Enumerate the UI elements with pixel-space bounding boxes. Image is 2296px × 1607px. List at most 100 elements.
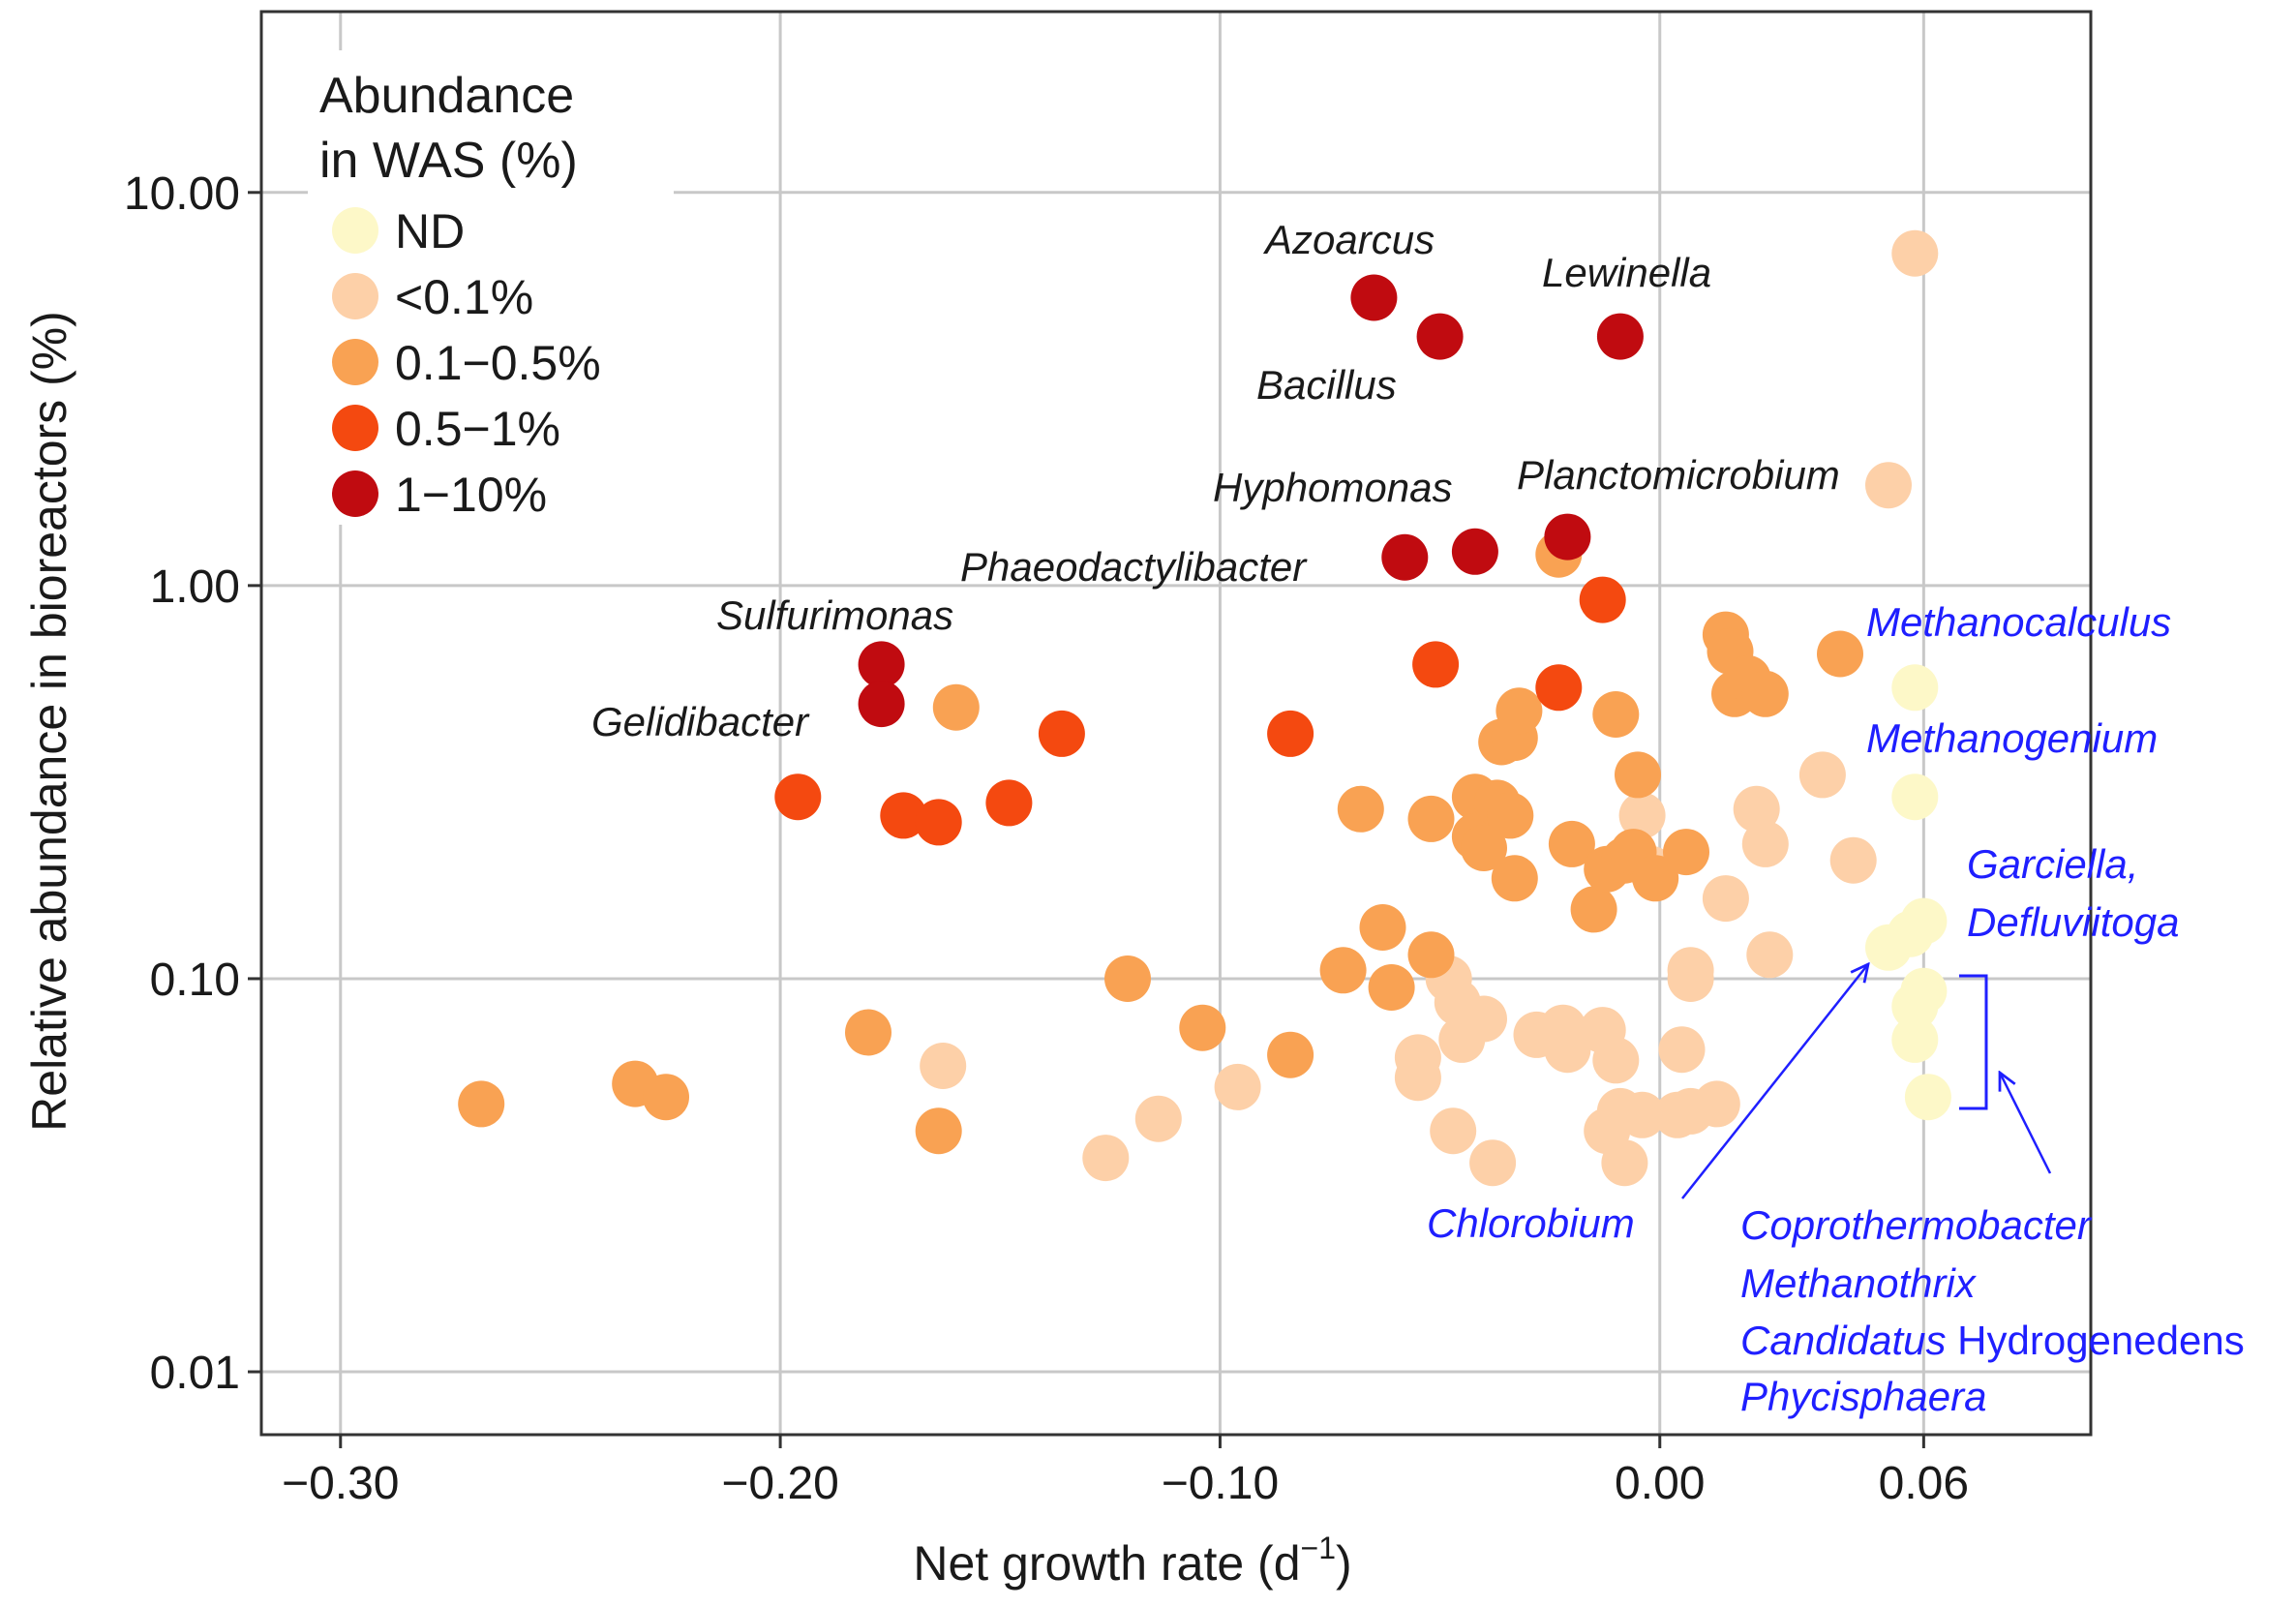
data-point-0-1-0-5 [1359, 904, 1406, 951]
data-point-1-10 [1544, 513, 1591, 561]
legend-label-01-05: 0.1−0.5% [395, 336, 601, 390]
x-tick-label: 0.06 [1879, 1458, 1969, 1509]
data-point-0-5-1 [1579, 576, 1626, 623]
data-point-0-1-0-5 [1319, 947, 1367, 994]
y-tick-label: 0.10 [150, 955, 240, 1006]
data-point-0-1-0-5 [1741, 670, 1789, 717]
annotation-planctomicrobium: Planctomicrobium [1517, 452, 1840, 498]
data-point-0-1 [1618, 1091, 1666, 1138]
data-point-0-1-0-5 [1592, 691, 1640, 738]
y-tick-label: 10.00 [124, 168, 240, 220]
annotation-methanogenium: Methanogenium [1866, 715, 2158, 761]
plot-border [259, 10, 2093, 1437]
data-point-0-1 [1469, 1139, 1517, 1187]
legend-title-line2: in WAS (%) [319, 133, 578, 189]
data-point-1-10 [1416, 313, 1464, 360]
data-point-0-1-0-5 [458, 1080, 505, 1128]
annotation-gelidibacter: Gelidibacter [591, 699, 810, 744]
legend-label-nd: ND [395, 204, 465, 258]
annotation-lewinella: Lewinella [1542, 250, 1711, 295]
chlorobium-arrow [1681, 964, 1868, 1199]
data-point-0-1-0-5 [1495, 687, 1543, 735]
data-point-0-1-0-5 [915, 1107, 962, 1155]
data-point-nd [1891, 1016, 1939, 1063]
annotation-defluviitoga: Defluviitoga [1967, 899, 2179, 945]
data-point-0-1-0-5 [1461, 825, 1507, 871]
data-point-0-1-0-5 [1487, 792, 1534, 839]
data-point-1-10 [1451, 528, 1498, 575]
data-point-0-1 [920, 1043, 967, 1089]
bracket-arrow [2000, 1073, 2052, 1174]
data-point-nd [1900, 897, 1948, 945]
annotation-phycisphaera: Phycisphaera [1740, 1374, 1986, 1419]
annotation-sulfurimonas: Sulfurimonas [716, 592, 953, 638]
annotation-hyphomonas: Hyphomonas [1213, 465, 1452, 510]
data-point-0-1-0-5 [1817, 630, 1863, 678]
data-points [458, 229, 1951, 1187]
data-point-0-1-0-5 [1615, 751, 1661, 799]
data-point-0-1-0-5 [1548, 820, 1595, 867]
x-tick-label: 0.00 [1615, 1458, 1705, 1509]
data-point-0-1-0-5 [932, 683, 980, 731]
data-point-0-1 [1733, 785, 1780, 833]
data-point-0-5-1 [774, 773, 822, 821]
data-point-1-10 [1350, 274, 1398, 321]
data-point-0-1 [1214, 1063, 1261, 1110]
data-point-0-1-0-5 [1663, 829, 1709, 876]
data-point-0-1 [1134, 1095, 1182, 1142]
data-point-0-1-0-5 [1179, 1004, 1226, 1051]
annotation-bacillus: Bacillus [1256, 362, 1397, 408]
annotation-phaeodactylibacter: Phaeodactylibacter [960, 544, 1308, 590]
annotation-coprothermobacter: Coprothermobacter [1740, 1202, 2093, 1248]
data-point-0-1 [1667, 947, 1714, 994]
nd-cluster-bracket [1959, 974, 1988, 1110]
data-point-0-1 [1430, 1107, 1477, 1155]
x-tick-label: −0.10 [1162, 1458, 1279, 1509]
data-point-0-1-0-5 [1407, 931, 1455, 979]
data-point-0-1 [1601, 1139, 1648, 1187]
data-point-nd [1904, 1074, 1951, 1121]
data-point-0-5-1 [1038, 710, 1085, 757]
data-point-0-1 [1394, 1054, 1441, 1102]
data-point-nd [1891, 983, 1939, 1030]
axis-ticks: −0.30 −0.20 −0.10 0.00 0.06 10.00 1.00 0.10 0.01 [124, 168, 1969, 1509]
legend: Abundance in WAS (%) ND <0.1% 0.1−0.5% 0… [308, 50, 674, 525]
y-tick-label: 1.00 [150, 561, 240, 613]
nd-genus-annotations: Methanocalculus Methanogenium Garciella,… [1427, 599, 2245, 1419]
annotation-azoarcus: Azoarcus [1262, 217, 1435, 262]
data-point-0-1 [1798, 751, 1846, 799]
x-tick-label: −0.30 [282, 1458, 399, 1509]
legend-key-nd [332, 207, 378, 254]
data-point-1-10 [858, 641, 905, 688]
y-tick-label: 0.01 [150, 1348, 240, 1399]
data-point-0-5-1 [880, 792, 927, 839]
data-point-0-1 [1653, 1091, 1701, 1138]
legend-key-lt01 [332, 273, 378, 319]
legend-key-1-10 [332, 470, 378, 517]
data-point-0-1 [1865, 462, 1912, 509]
grid-lines [261, 12, 2091, 1435]
data-point-0-1 [1829, 836, 1877, 884]
data-point-0-1 [1618, 792, 1666, 839]
annotation-methanothrix: Methanothrix [1740, 1260, 1978, 1306]
data-point-0-1-0-5 [1570, 886, 1617, 933]
x-tick-label: −0.20 [721, 1458, 838, 1509]
data-point-0-5-1 [915, 799, 962, 846]
annotation-candidatus-hydrogenedens: Candidatus Hydrogenedens [1740, 1318, 2245, 1363]
data-point-0-1-0-5 [1632, 855, 1679, 902]
legend-label-1-10: 1−10% [395, 468, 547, 522]
data-point-0-5-1 [985, 779, 1033, 827]
data-point-0-1 [1658, 1026, 1706, 1074]
genus-annotations: Azoarcus Lewinella Bacillus Hyphomonas P… [591, 217, 1840, 744]
data-point-0-1 [1702, 875, 1749, 923]
data-point-0-1-0-5 [1407, 795, 1455, 842]
data-point-0-1-0-5 [1491, 855, 1538, 902]
data-point-0-1-0-5 [1368, 964, 1415, 1011]
data-point-0-5-1 [1535, 664, 1583, 712]
data-point-nd [1891, 664, 1939, 712]
data-point-0-1-0-5 [1267, 1031, 1314, 1078]
annotation-garciella: Garciella, [1967, 841, 2138, 887]
data-point-0-1 [1891, 229, 1939, 277]
data-point-0-1 [1741, 820, 1789, 867]
